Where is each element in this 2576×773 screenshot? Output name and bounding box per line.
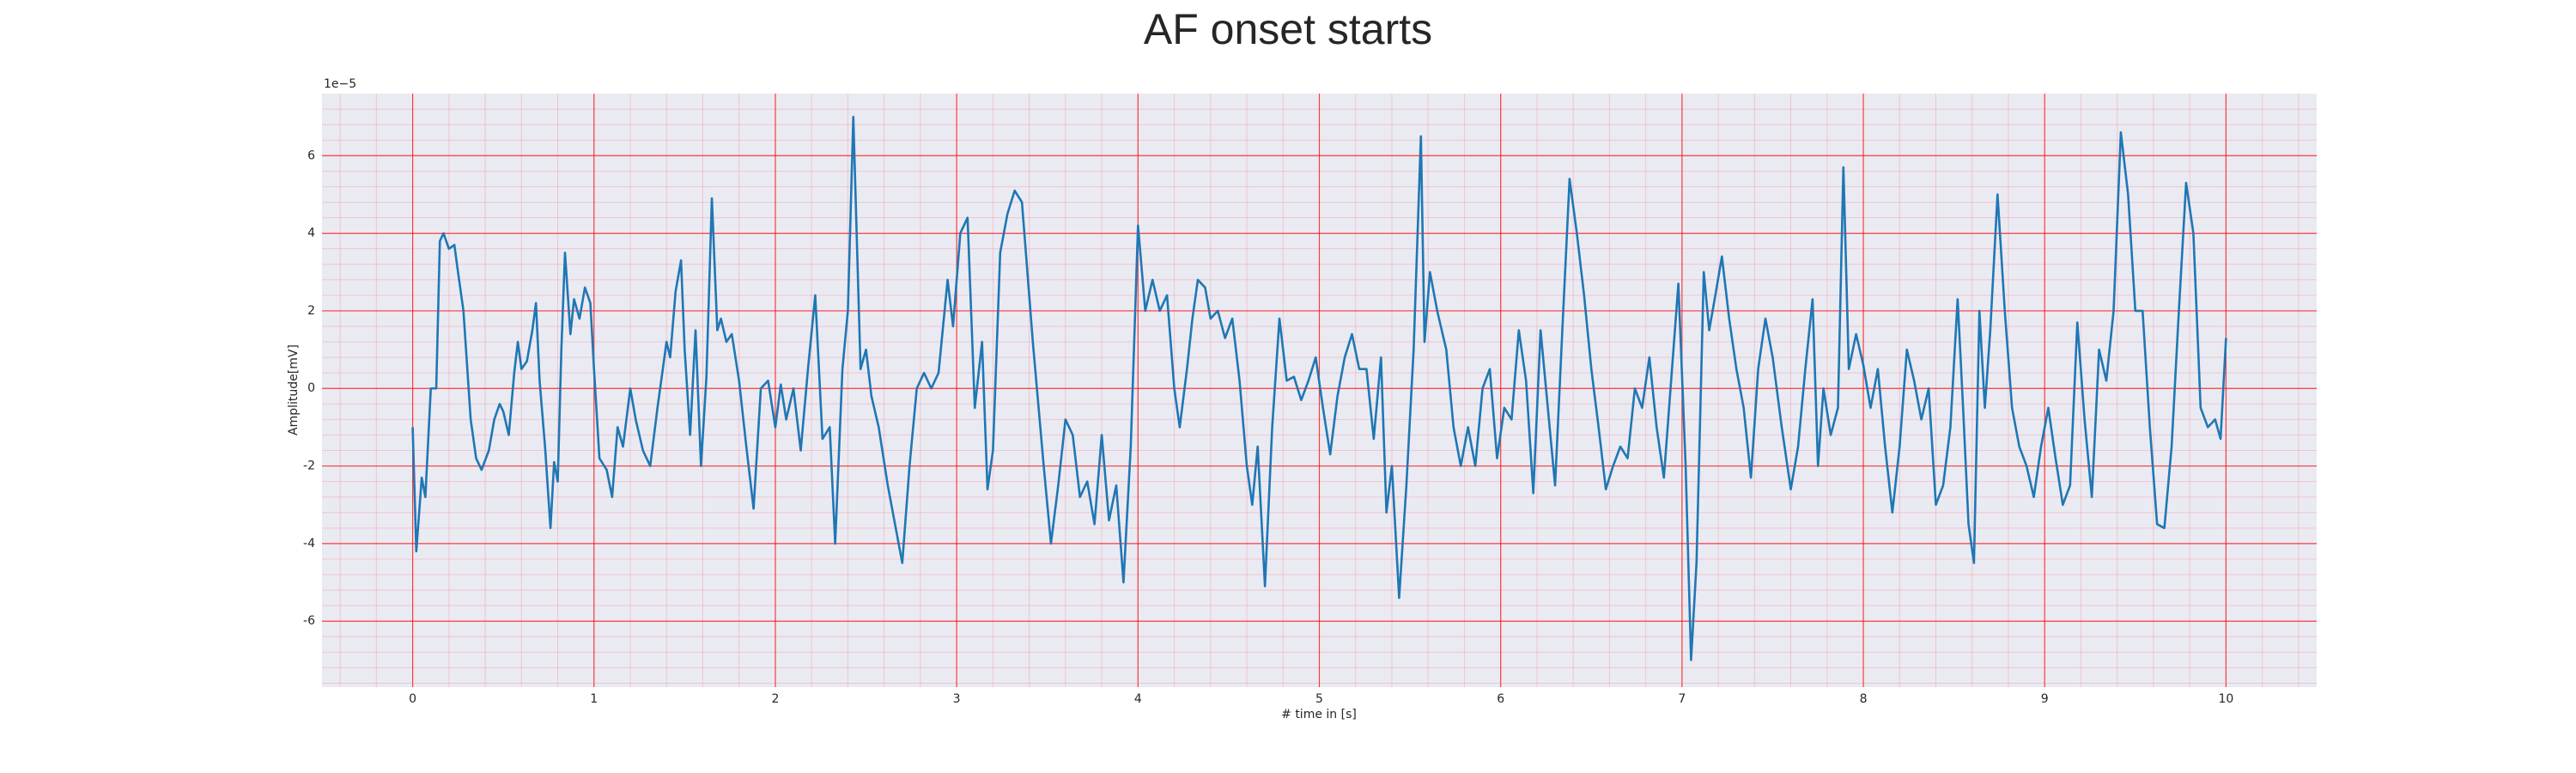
y-tick-label: -4 bbox=[303, 537, 315, 551]
signal-line bbox=[411, 115, 2227, 661]
y-tick-label: 0 bbox=[307, 381, 315, 395]
y-axis-label: Amplitude[mV] bbox=[287, 344, 301, 435]
x-tick-label: 4 bbox=[1134, 692, 1142, 706]
y-offset-label: 1e−5 bbox=[324, 77, 356, 91]
y-tick-label: 4 bbox=[307, 227, 315, 240]
x-tick-label: 8 bbox=[1860, 692, 1868, 706]
x-tick-label: 0 bbox=[409, 692, 416, 706]
x-tick-label: 9 bbox=[2041, 692, 2049, 706]
y-tick-label: 6 bbox=[307, 149, 315, 162]
y-tick-label: -2 bbox=[303, 460, 315, 473]
y-tick-label: 2 bbox=[307, 304, 315, 318]
x-axis-label: # time in [s] bbox=[1281, 708, 1357, 721]
x-tick-label: 1 bbox=[590, 692, 598, 706]
x-tick-label: 6 bbox=[1497, 692, 1504, 706]
x-tick-label: 5 bbox=[1315, 692, 1323, 706]
x-tick-label: 7 bbox=[1678, 692, 1686, 706]
y-tick-label: -6 bbox=[303, 614, 315, 628]
x-tick-label: 3 bbox=[953, 692, 961, 706]
x-tick-label: 10 bbox=[2218, 692, 2233, 706]
chart-title: AF onset starts bbox=[1144, 5, 1432, 53]
x-tick-label: 2 bbox=[771, 692, 779, 706]
